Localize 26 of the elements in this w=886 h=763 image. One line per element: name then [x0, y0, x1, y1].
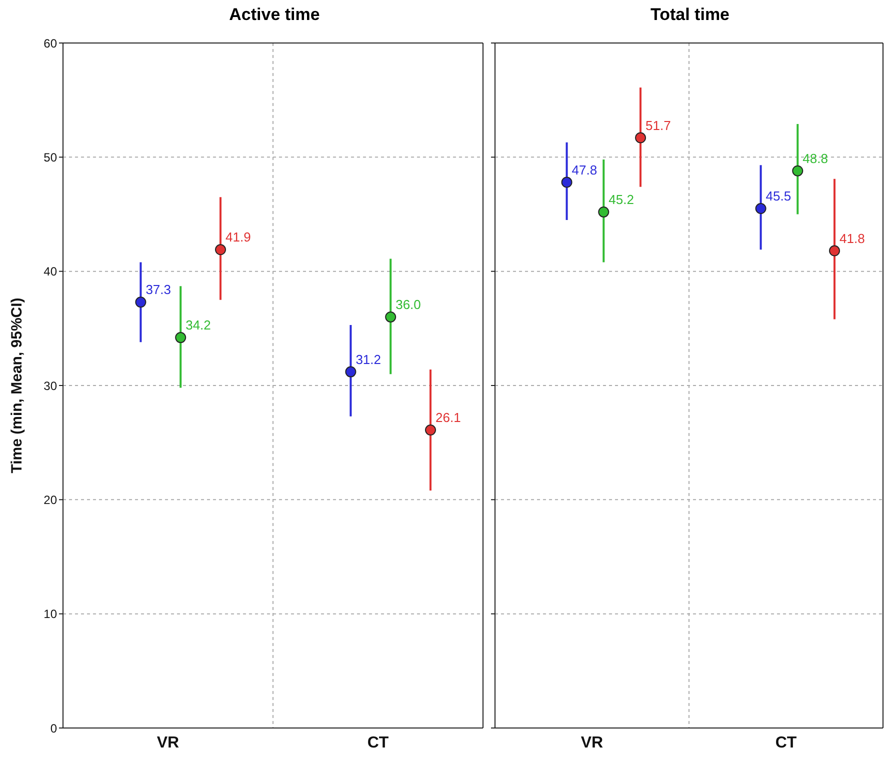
y-tick-label: 40: [44, 264, 58, 279]
y-tick-label: 60: [44, 36, 58, 50]
data-label: 36.0: [396, 297, 421, 312]
data-label: 34.2: [186, 318, 211, 333]
x-tick-label: VR: [156, 734, 180, 752]
y-tick-label: 50: [44, 150, 58, 164]
x-tick-label: CT: [367, 734, 389, 752]
data-label: 41.8: [840, 230, 865, 246]
data-label: 41.9: [226, 230, 251, 245]
data-label: 37.3: [146, 282, 172, 298]
chart-title: Active time: [228, 4, 321, 26]
x-tick-label: CT: [775, 734, 797, 752]
y-tick-label: 30: [44, 378, 58, 393]
y-tick-label: 0: [50, 721, 58, 736]
y-axis-title: Time (min, Mean, 95%CI): [8, 298, 26, 474]
y-tick-label: 10: [44, 607, 58, 622]
data-label: 48.8: [802, 150, 828, 166]
x-tick-label: VR: [580, 734, 604, 752]
data-label: 31.2: [356, 352, 382, 367]
y-tick-label: 20: [44, 492, 58, 507]
data-label: 26.1: [436, 410, 461, 426]
chart-title: Total time: [649, 4, 731, 26]
data-label: 47.8: [572, 162, 598, 178]
data-label: 51.7: [646, 118, 671, 133]
data-label: 45.2: [608, 192, 634, 207]
data-label: 45.5: [766, 188, 792, 204]
